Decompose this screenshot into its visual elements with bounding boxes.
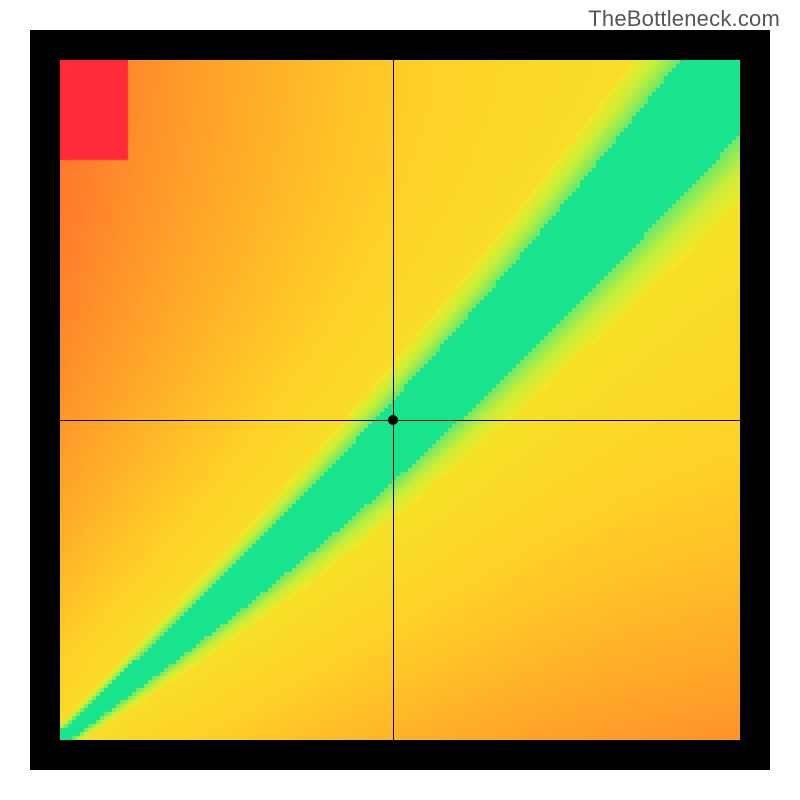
watermark-label: TheBottleneck.com xyxy=(588,6,780,32)
crosshair-horizontal xyxy=(60,420,740,421)
chart-container: TheBottleneck.com xyxy=(0,0,800,800)
crosshair-vertical xyxy=(393,60,394,740)
heatmap-canvas xyxy=(60,60,740,740)
heatmap-plot xyxy=(60,60,740,740)
